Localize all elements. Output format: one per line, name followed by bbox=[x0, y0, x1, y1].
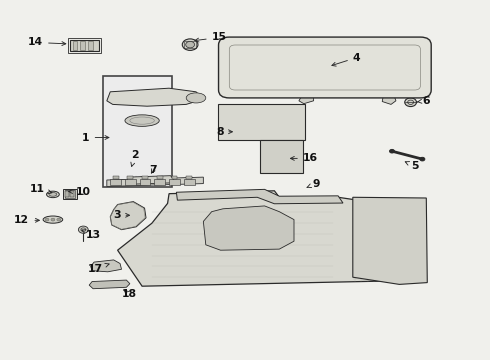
Circle shape bbox=[405, 98, 416, 107]
Polygon shape bbox=[299, 89, 314, 104]
Polygon shape bbox=[118, 191, 397, 286]
Bar bbox=[70, 191, 74, 197]
Bar bbox=[265, 150, 275, 158]
Bar bbox=[73, 41, 77, 50]
Text: 5: 5 bbox=[405, 161, 419, 171]
Bar bbox=[125, 179, 136, 185]
Polygon shape bbox=[110, 202, 146, 230]
Text: 1: 1 bbox=[82, 132, 109, 143]
Text: 9: 9 bbox=[307, 179, 320, 189]
Text: 17: 17 bbox=[88, 264, 109, 274]
Text: 14: 14 bbox=[28, 37, 66, 48]
Circle shape bbox=[420, 157, 425, 161]
Polygon shape bbox=[107, 177, 203, 186]
Polygon shape bbox=[127, 176, 174, 184]
Text: 7: 7 bbox=[149, 165, 157, 175]
FancyBboxPatch shape bbox=[219, 37, 431, 98]
Bar bbox=[186, 176, 192, 179]
Polygon shape bbox=[91, 260, 122, 272]
Circle shape bbox=[45, 218, 49, 221]
Bar bbox=[223, 107, 300, 138]
Text: 15: 15 bbox=[195, 32, 227, 42]
Text: 4: 4 bbox=[332, 53, 361, 66]
Ellipse shape bbox=[125, 115, 159, 126]
Bar bbox=[279, 150, 290, 158]
Bar bbox=[63, 189, 77, 199]
Bar bbox=[65, 190, 75, 198]
Polygon shape bbox=[89, 280, 130, 289]
Circle shape bbox=[266, 118, 278, 127]
Circle shape bbox=[186, 41, 195, 48]
Bar bbox=[279, 161, 290, 169]
Bar bbox=[260, 140, 303, 173]
Text: 18: 18 bbox=[122, 289, 137, 300]
Circle shape bbox=[182, 39, 198, 50]
Bar bbox=[103, 76, 172, 187]
Text: 16: 16 bbox=[291, 153, 318, 163]
Bar bbox=[218, 104, 305, 140]
Text: 10: 10 bbox=[69, 186, 91, 197]
Polygon shape bbox=[176, 189, 343, 204]
Bar bbox=[88, 41, 93, 50]
Bar bbox=[70, 40, 99, 51]
Ellipse shape bbox=[47, 191, 59, 198]
Text: 3: 3 bbox=[113, 210, 129, 220]
Polygon shape bbox=[382, 89, 396, 104]
Polygon shape bbox=[107, 88, 203, 106]
Bar bbox=[110, 179, 121, 185]
Ellipse shape bbox=[43, 216, 63, 223]
Circle shape bbox=[51, 218, 55, 221]
Bar bbox=[127, 176, 133, 179]
Text: 13: 13 bbox=[82, 230, 101, 240]
Circle shape bbox=[57, 218, 61, 221]
Text: 12: 12 bbox=[14, 215, 39, 225]
Polygon shape bbox=[203, 206, 294, 250]
Text: 11: 11 bbox=[30, 184, 52, 194]
Bar bbox=[140, 179, 150, 185]
Circle shape bbox=[78, 226, 88, 233]
Bar bbox=[172, 176, 177, 179]
Text: 2: 2 bbox=[131, 150, 139, 166]
Bar bbox=[157, 176, 163, 179]
Bar bbox=[265, 161, 275, 169]
Text: 8: 8 bbox=[216, 127, 232, 137]
Bar bbox=[113, 176, 119, 179]
Bar bbox=[154, 179, 165, 185]
Ellipse shape bbox=[186, 93, 206, 103]
Bar bbox=[68, 38, 101, 53]
Bar bbox=[169, 179, 180, 185]
Circle shape bbox=[390, 149, 394, 153]
Bar bbox=[184, 41, 196, 48]
Bar bbox=[184, 179, 195, 185]
Circle shape bbox=[262, 115, 282, 130]
Bar bbox=[80, 41, 85, 50]
Ellipse shape bbox=[49, 193, 57, 196]
Bar bbox=[224, 130, 236, 137]
Text: 6: 6 bbox=[417, 96, 430, 106]
Bar bbox=[142, 176, 148, 179]
Bar bbox=[65, 191, 69, 197]
Polygon shape bbox=[353, 197, 427, 284]
